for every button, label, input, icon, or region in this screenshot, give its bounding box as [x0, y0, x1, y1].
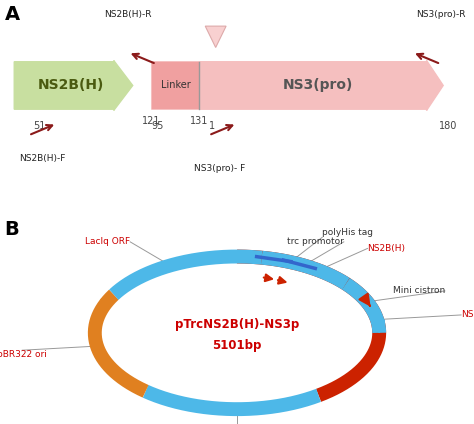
Text: NS3(pro): NS3(pro): [461, 310, 474, 319]
Text: 131: 131: [190, 116, 208, 126]
Text: 180: 180: [439, 121, 457, 131]
Text: pBR322 ori: pBR322 ori: [0, 350, 47, 359]
Text: polyHis tag: polyHis tag: [322, 228, 373, 237]
Text: 1: 1: [209, 121, 215, 131]
Text: 121: 121: [142, 116, 161, 126]
Text: NS2B(H): NS2B(H): [367, 244, 405, 253]
Text: pTrcNS2B(H)-NS3p: pTrcNS2B(H)-NS3p: [175, 318, 299, 331]
Text: NS3(pro): NS3(pro): [283, 78, 353, 92]
Text: LacIq ORF: LacIq ORF: [85, 237, 130, 246]
Text: NS2B(H)-F: NS2B(H)-F: [19, 154, 65, 164]
Text: NS3(pro)-R: NS3(pro)-R: [416, 10, 465, 19]
Text: NS3(pro)- F: NS3(pro)- F: [194, 164, 246, 173]
Text: A: A: [5, 5, 20, 24]
Text: NS2B(H): NS2B(H): [38, 78, 104, 92]
Text: NS2B(H)-R: NS2B(H)-R: [104, 10, 152, 19]
Text: 95: 95: [152, 121, 164, 131]
Text: 51: 51: [33, 121, 46, 131]
FancyArrow shape: [152, 61, 443, 110]
Polygon shape: [205, 26, 226, 47]
FancyArrow shape: [14, 61, 133, 110]
Bar: [152, 62, 199, 109]
Text: 5101bp: 5101bp: [212, 339, 262, 352]
Text: trc promotor: trc promotor: [287, 237, 344, 246]
Text: B: B: [5, 220, 19, 240]
Text: Mini cistron: Mini cistron: [392, 287, 445, 296]
Text: Linker: Linker: [161, 81, 190, 90]
